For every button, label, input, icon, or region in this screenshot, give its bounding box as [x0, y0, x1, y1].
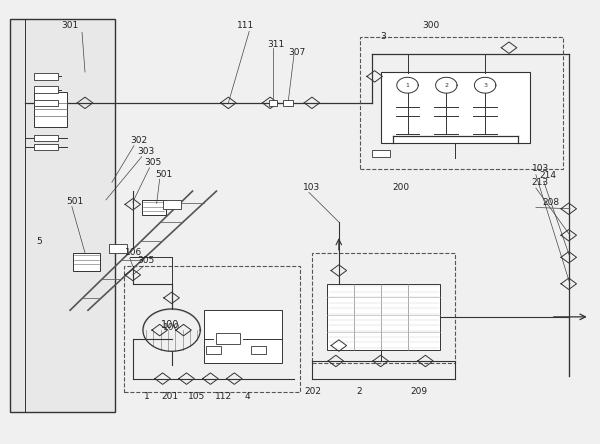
Text: 501: 501 [66, 197, 83, 206]
Bar [205, 310, 282, 363]
Bar [312, 253, 455, 363]
Text: 311: 311 [267, 40, 284, 49]
Text: 100: 100 [163, 323, 180, 333]
Text: 2: 2 [357, 387, 362, 396]
Bar [360, 37, 563, 169]
Bar [206, 346, 221, 354]
Text: 202: 202 [305, 387, 322, 396]
Bar [109, 244, 127, 253]
Text: 1: 1 [406, 83, 409, 88]
Text: 305: 305 [137, 256, 155, 265]
Text: 1: 1 [143, 392, 149, 400]
Text: 300: 300 [422, 21, 440, 30]
Text: 5: 5 [36, 237, 42, 246]
Bar [371, 151, 389, 157]
Text: 100: 100 [161, 320, 180, 330]
Text: 111: 111 [237, 21, 254, 30]
Bar [142, 200, 166, 215]
Text: 2: 2 [445, 83, 448, 88]
Bar [327, 284, 440, 350]
Bar [34, 135, 58, 141]
Bar [217, 333, 240, 345]
Bar [10, 19, 115, 412]
Text: 103: 103 [303, 183, 320, 192]
Bar [34, 144, 58, 150]
Text: 106: 106 [125, 248, 142, 257]
Text: 201: 201 [161, 392, 179, 400]
Text: 209: 209 [410, 387, 428, 396]
Text: 303: 303 [137, 147, 155, 156]
Bar [380, 72, 530, 143]
Text: 105: 105 [188, 392, 206, 400]
Bar [163, 200, 181, 209]
Text: 3: 3 [483, 83, 487, 88]
Text: 307: 307 [288, 48, 305, 56]
Bar [34, 99, 58, 106]
Bar [283, 99, 293, 106]
Text: 103: 103 [532, 164, 549, 174]
Text: 301: 301 [61, 21, 79, 30]
Text: 305: 305 [145, 158, 162, 167]
Text: 302: 302 [130, 136, 147, 145]
Text: 213: 213 [532, 178, 549, 187]
Text: 214: 214 [539, 171, 556, 180]
Bar [73, 253, 100, 270]
Bar [34, 86, 58, 93]
Bar [251, 346, 266, 354]
Text: 501: 501 [155, 170, 173, 179]
Text: 4: 4 [245, 392, 251, 400]
Text: 208: 208 [542, 198, 559, 206]
Bar [124, 266, 300, 392]
Bar [269, 100, 277, 106]
Text: 3: 3 [380, 32, 386, 41]
Bar [34, 92, 67, 127]
Text: 200: 200 [392, 183, 410, 192]
Text: 112: 112 [215, 392, 232, 400]
Bar [34, 73, 58, 80]
